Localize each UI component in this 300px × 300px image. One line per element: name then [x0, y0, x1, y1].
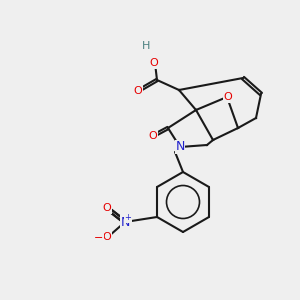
- Text: O: O: [148, 131, 158, 141]
- Text: O: O: [134, 86, 142, 96]
- Text: O: O: [224, 92, 232, 102]
- Text: N: N: [120, 215, 130, 229]
- Text: O: O: [150, 58, 158, 68]
- Text: O: O: [103, 203, 111, 213]
- Text: H: H: [142, 41, 150, 51]
- Text: N: N: [175, 140, 185, 154]
- Text: O: O: [103, 232, 111, 242]
- Text: −: −: [94, 233, 104, 243]
- Text: +: +: [124, 214, 131, 223]
